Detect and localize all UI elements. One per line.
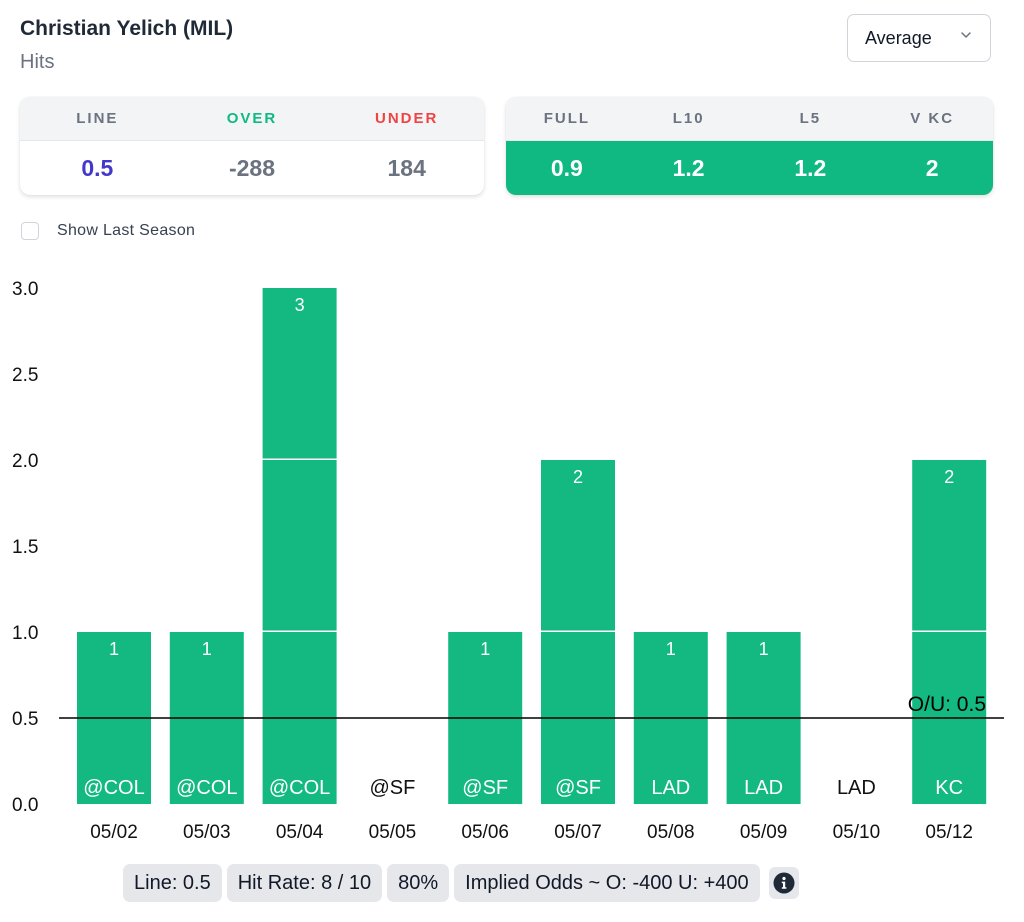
- summary-footer: Line: 0.5 Hit Rate: 8 / 10 80% Implied O…: [123, 864, 799, 902]
- bar-value-label: 1: [759, 639, 769, 659]
- avg-value-l10: 1.2: [672, 154, 705, 181]
- under-odds-value: 184: [387, 154, 426, 181]
- x-tick-label: 05/05: [369, 822, 417, 843]
- avg-header-vs-opponent: V KC: [910, 110, 955, 127]
- bar-opponent-label: LAD: [837, 777, 876, 799]
- chevron-down-icon: [961, 32, 971, 38]
- bar-value-label: 1: [109, 639, 119, 659]
- info-button[interactable]: [768, 867, 799, 899]
- bar-opponent-label: @SF: [462, 777, 508, 799]
- line-pill: Line: 0.5: [123, 864, 222, 902]
- x-tick-label: 05/04: [276, 822, 324, 843]
- over-under-label: O/U: 0.5: [908, 693, 986, 716]
- line-header: LINE: [76, 110, 119, 127]
- bar-opponent-label: LAD: [651, 777, 690, 799]
- bar-opponent-label: @SF: [369, 777, 415, 799]
- y-tick-label: 1.0: [12, 623, 38, 644]
- implied-odds-pill: Implied Odds ~ O: -400 U: +400: [454, 864, 760, 902]
- x-tick-label: 05/09: [740, 822, 788, 843]
- bar-opponent-label: KC: [935, 777, 963, 799]
- hit-percent-pill: 80%: [387, 864, 450, 902]
- stat-mode-select[interactable]: Average: [847, 14, 991, 62]
- over-odds-value: -288: [228, 154, 276, 181]
- player-title: Christian Yelich (MIL): [20, 17, 234, 40]
- bar-segment: [262, 460, 337, 631]
- avg-value-vs-opponent: 2: [925, 154, 939, 181]
- bar-value-label: 1: [480, 639, 490, 659]
- bar-opponent-label: @COL: [83, 777, 144, 799]
- averages-card: FULL L10 L5 V KC 0.9 1.2 1.2 2: [506, 97, 993, 195]
- x-tick-label: 05/02: [90, 822, 138, 843]
- y-tick-label: 2.5: [12, 365, 38, 386]
- bar-value-label: 3: [295, 295, 305, 315]
- show-last-season-toggle[interactable]: Show Last Season: [21, 222, 195, 240]
- bar-segment: [262, 288, 337, 459]
- avg-header-l10: L10: [672, 110, 705, 127]
- stat-subtitle: Hits: [20, 51, 55, 73]
- avg-value-l5: 1.2: [794, 154, 827, 181]
- under-header: UNDER: [375, 110, 439, 127]
- y-tick-label: 2.0: [12, 451, 38, 472]
- x-tick-label: 05/10: [833, 822, 881, 843]
- over-header: OVER: [226, 110, 278, 127]
- avg-header-full: FULL: [543, 110, 591, 127]
- avg-header-l5: L5: [799, 110, 822, 127]
- show-last-season-label: Show Last Season: [57, 222, 196, 239]
- bar-value-label: 1: [202, 639, 212, 659]
- x-tick-label: 05/06: [461, 822, 509, 843]
- avg-value-full: 0.9: [550, 154, 583, 181]
- y-tick-label: 1.5: [12, 537, 38, 558]
- info-icon: [773, 872, 795, 894]
- x-tick-label: 05/07: [554, 822, 602, 843]
- bar-opponent-label: LAD: [744, 777, 783, 799]
- bar-segment: [541, 460, 615, 631]
- bar-opponent-label: @COL: [269, 777, 330, 799]
- bar-value-label: 1: [666, 639, 676, 659]
- bar-value-label: 2: [944, 467, 954, 487]
- x-tick-label: 05/03: [183, 822, 231, 843]
- bar-opponent-label: @SF: [555, 777, 601, 799]
- show-last-season-checkbox[interactable]: [21, 222, 39, 240]
- x-tick-label: 05/08: [647, 822, 695, 843]
- y-tick-label: 0.5: [12, 709, 38, 730]
- hits-bar-chart: 0.0 0.5 1.0 1.5 2.0 2.5 3.0 1 @COL 05/02 1 @COL 05/0…: [12, 279, 1004, 843]
- hit-rate-pill: Hit Rate: 8 / 10: [226, 864, 383, 902]
- bar-segment: [912, 460, 987, 631]
- bar-opponent-label: @COL: [176, 777, 237, 799]
- y-tick-label: 3.0: [12, 279, 38, 300]
- stat-mode-value: Average: [865, 27, 932, 48]
- line-value: 0.5: [81, 154, 114, 181]
- bar-value-label: 2: [573, 467, 583, 487]
- y-tick-label: 0.0: [12, 795, 38, 816]
- odds-card: LINE OVER UNDER 0.5 -288 184: [20, 97, 484, 195]
- x-tick-label: 05/12: [925, 822, 973, 843]
